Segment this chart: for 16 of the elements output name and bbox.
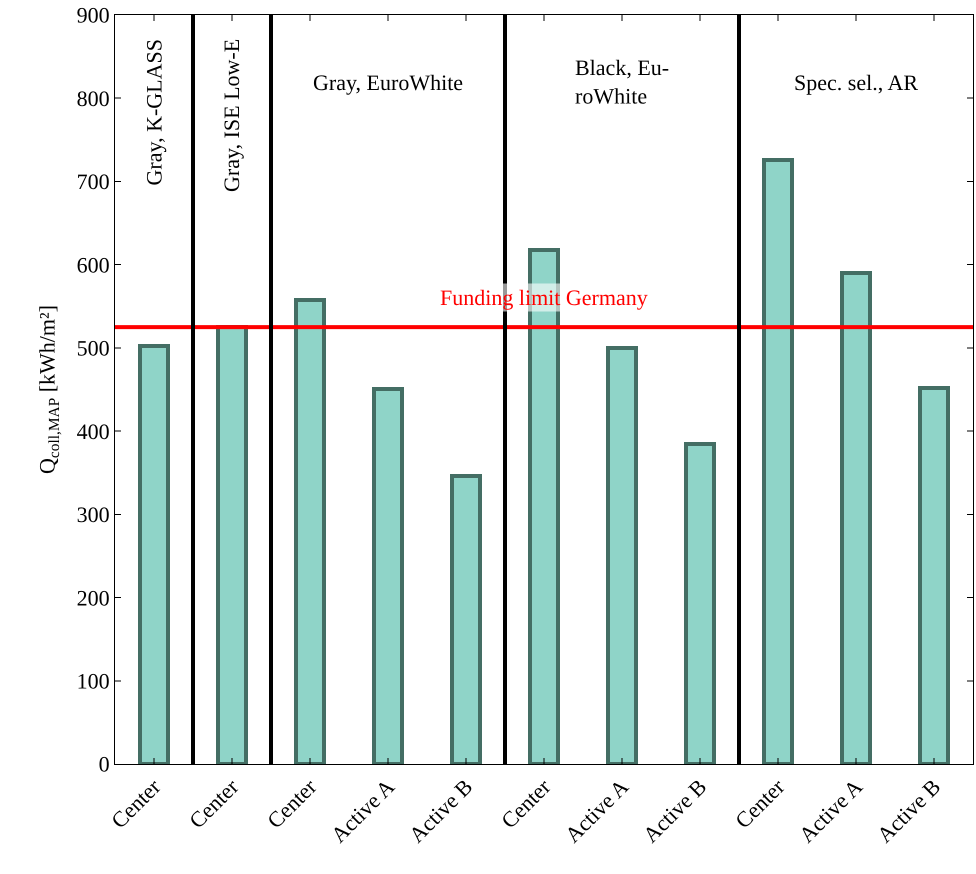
annotation: Gray, EuroWhite bbox=[313, 70, 464, 95]
y-tick-label: 700 bbox=[76, 169, 110, 194]
y-tick-label: 800 bbox=[76, 86, 110, 111]
ref-line-label: Funding limit Germany bbox=[440, 285, 648, 310]
annotation: Gray, K-GLASS bbox=[142, 39, 167, 186]
y-tick-label: 400 bbox=[76, 418, 110, 444]
y-tick-label: 500 bbox=[76, 336, 110, 361]
annotation: Gray, ISE Low-E bbox=[219, 38, 244, 192]
y-tick-label: 0 bbox=[98, 752, 110, 777]
annotation: Spec. sel., AR bbox=[794, 70, 918, 95]
y-tick-label: 900 bbox=[76, 2, 110, 28]
y-tick-label: 300 bbox=[76, 502, 110, 528]
y-tick-label: 200 bbox=[76, 585, 110, 610]
annotation: Black, Eu- roWhite bbox=[575, 55, 670, 109]
y-tick-label: 600 bbox=[76, 252, 110, 278]
y-tick-label: 100 bbox=[76, 668, 110, 694]
